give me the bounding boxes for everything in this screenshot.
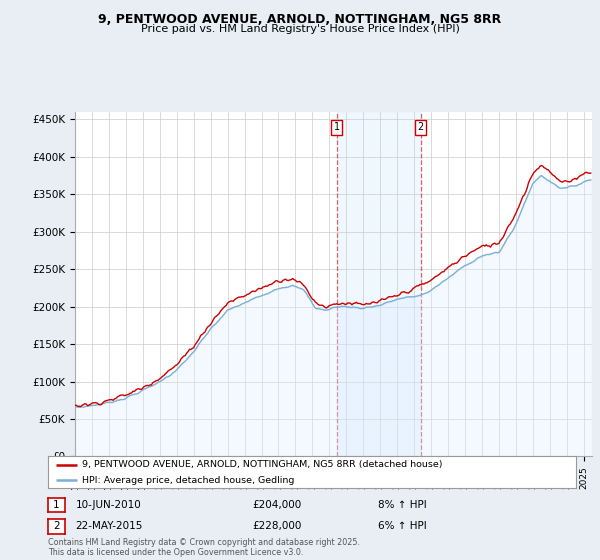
Text: 2: 2 <box>53 521 60 531</box>
Text: 22-MAY-2015: 22-MAY-2015 <box>76 521 143 531</box>
Text: 8% ↑ HPI: 8% ↑ HPI <box>378 500 427 510</box>
Text: 2: 2 <box>418 123 424 133</box>
Text: HPI: Average price, detached house, Gedling: HPI: Average price, detached house, Gedl… <box>82 475 295 485</box>
Text: £228,000: £228,000 <box>252 521 301 531</box>
Text: 9, PENTWOOD AVENUE, ARNOLD, NOTTINGHAM, NG5 8RR: 9, PENTWOOD AVENUE, ARNOLD, NOTTINGHAM, … <box>98 13 502 26</box>
Text: 1: 1 <box>53 500 60 510</box>
Text: £204,000: £204,000 <box>252 500 301 510</box>
Text: 9, PENTWOOD AVENUE, ARNOLD, NOTTINGHAM, NG5 8RR (detached house): 9, PENTWOOD AVENUE, ARNOLD, NOTTINGHAM, … <box>82 460 443 469</box>
Text: Contains HM Land Registry data © Crown copyright and database right 2025.
This d: Contains HM Land Registry data © Crown c… <box>48 538 360 557</box>
Bar <box>337 112 421 456</box>
Text: 6% ↑ HPI: 6% ↑ HPI <box>378 521 427 531</box>
Text: Price paid vs. HM Land Registry's House Price Index (HPI): Price paid vs. HM Land Registry's House … <box>140 24 460 34</box>
Text: 10-JUN-2010: 10-JUN-2010 <box>76 500 142 510</box>
Text: 1: 1 <box>334 123 340 133</box>
